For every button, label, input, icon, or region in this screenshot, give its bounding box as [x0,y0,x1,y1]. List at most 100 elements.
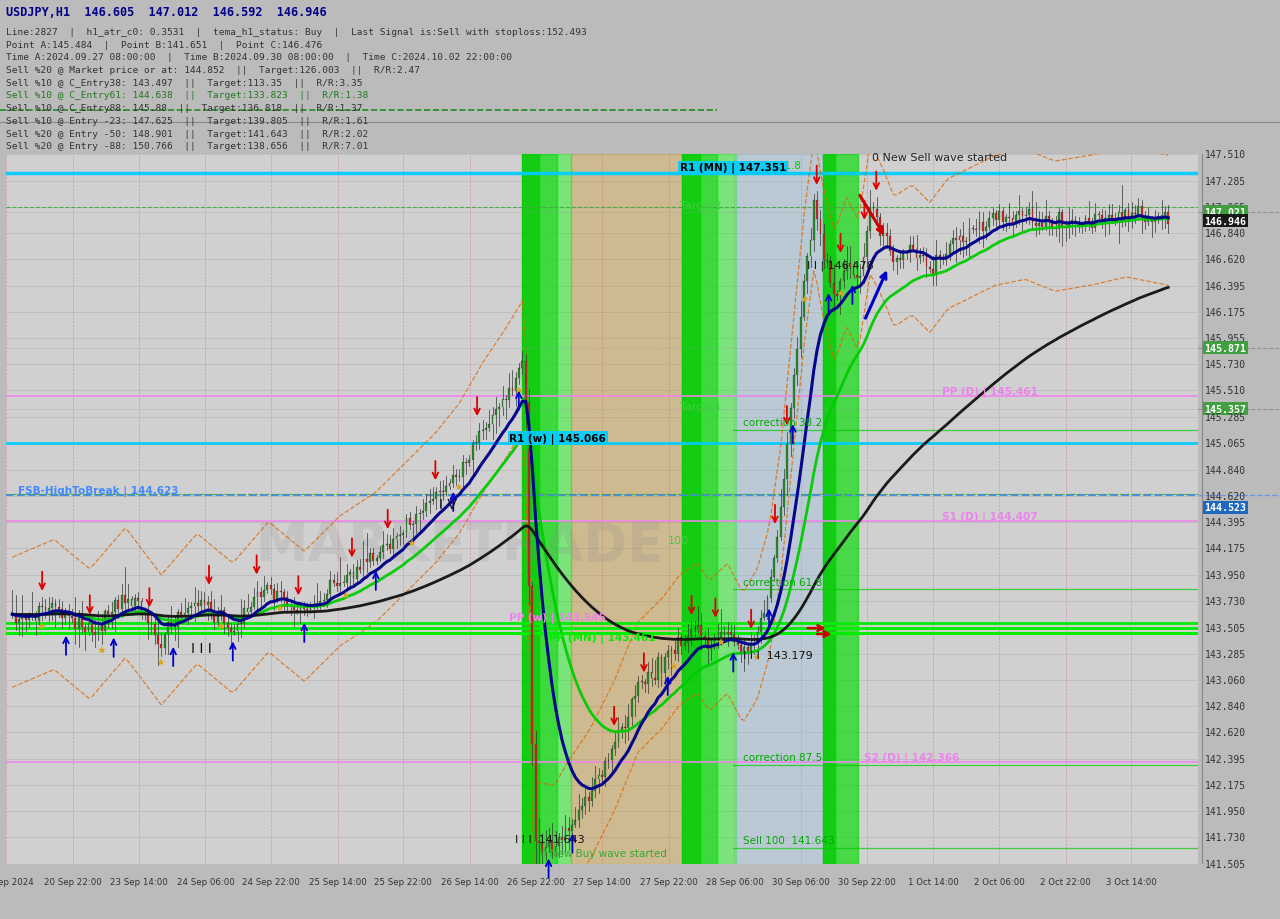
Bar [594,779,596,791]
Text: correction 61.8: correction 61.8 [742,577,822,587]
Text: I V: I V [439,497,457,511]
Text: PP (MN) | 143.461: PP (MN) | 143.461 [549,632,655,643]
Bar [737,642,739,645]
Bar [462,462,463,477]
Bar [588,797,590,800]
Bar [654,678,655,680]
Bar [952,238,954,244]
Text: correction 38.2: correction 38.2 [742,418,822,428]
Bar [995,213,997,221]
Bar [777,538,778,559]
Bar [733,635,735,642]
Bar [191,607,192,608]
Bar [508,389,509,401]
Bar [15,615,17,623]
Bar [833,284,835,295]
Text: 144.395: 144.395 [1204,517,1245,528]
Bar [1009,217,1010,219]
Text: 2 Oct 22:00: 2 Oct 22:00 [1041,877,1091,886]
Bar [439,492,440,493]
Bar [84,627,86,632]
Bar [919,255,920,258]
Bar [671,650,672,651]
Bar [168,622,169,634]
Bar [349,573,351,575]
Text: 161.8: 161.8 [772,161,801,171]
Bar [518,369,520,379]
Bar [442,491,444,492]
Bar [1025,215,1027,216]
Bar [988,219,991,228]
Bar [929,267,931,270]
Bar [1098,214,1100,215]
Bar [383,545,384,552]
Bar [58,607,60,610]
Bar [571,824,573,831]
Bar [197,603,198,607]
Bar [435,493,438,499]
Bar [118,600,119,609]
Bar [700,154,717,864]
Bar [1091,221,1093,229]
Text: PP (w) | 143.545: PP (w) | 143.545 [509,613,607,624]
Text: 144.175: 144.175 [1204,544,1245,554]
Bar [899,259,901,261]
Text: 143.950: 143.950 [1204,571,1245,580]
Bar [684,643,686,646]
Text: 1 Oct 14:00: 1 Oct 14:00 [908,877,959,886]
Text: Target1: Target1 [680,402,721,412]
Bar [95,632,96,635]
Bar [472,444,474,460]
Bar [909,245,911,255]
Bar [1032,210,1033,224]
Bar [767,598,768,613]
Bar [247,608,248,613]
Bar [535,744,536,842]
Bar [707,640,709,649]
Text: Sell %20 @ Entry -50: 148.901  ||  Target:141.643  ||  R/R:2.02: Sell %20 @ Entry -50: 148.901 || Target:… [6,130,369,139]
Bar [736,154,823,864]
Bar [475,443,477,444]
Bar [216,617,219,622]
Text: Sell 100  141.643: Sell 100 141.643 [742,835,835,845]
Bar [611,749,613,760]
Bar [131,600,133,607]
Bar [270,585,271,590]
Bar [554,846,557,852]
Bar [207,602,209,606]
Text: MARKETRADE: MARKETRADE [255,520,663,572]
Bar [356,568,357,579]
Bar [975,230,977,231]
Bar [740,645,742,653]
Bar [531,587,534,744]
Text: 142.175: 142.175 [1204,780,1245,790]
Bar [763,613,765,618]
Bar [637,682,639,696]
Bar [408,519,411,526]
Text: 27 Sep 14:00: 27 Sep 14:00 [573,877,631,886]
Bar [416,515,417,525]
Bar [1117,213,1120,221]
Bar [936,255,937,275]
Text: 147.510: 147.510 [1204,150,1245,160]
Bar [187,608,188,613]
Bar [842,272,845,281]
Bar [786,445,788,479]
Bar [1088,219,1089,221]
Bar [1048,217,1050,223]
Bar [369,553,371,562]
Text: 146.946: 146.946 [1204,217,1247,226]
Bar [485,428,486,431]
Bar [756,633,759,644]
Bar [465,462,467,463]
Bar [631,699,632,718]
Bar [946,255,947,261]
Text: 147.065: 147.065 [1204,202,1245,212]
Bar [114,600,116,613]
Text: Sell %10 @ C_Entry88: 145.88  ||  Target:136.818  ||  R/R:1.37: Sell %10 @ C_Entry88: 145.88 || Target:1… [6,104,364,113]
Bar [713,639,716,646]
Bar [399,536,401,537]
Text: 27 Sep 22:00: 27 Sep 22:00 [640,877,698,886]
Bar [1061,212,1064,229]
Bar [287,598,288,607]
